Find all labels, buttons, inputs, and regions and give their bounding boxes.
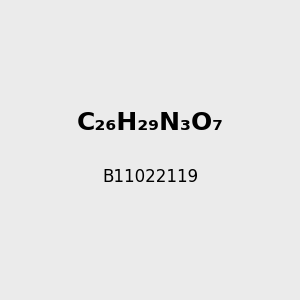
Text: B11022119: B11022119 <box>102 168 198 186</box>
Text: C₂₆H₂₉N₃O₇: C₂₆H₂₉N₃O₇ <box>76 111 224 135</box>
